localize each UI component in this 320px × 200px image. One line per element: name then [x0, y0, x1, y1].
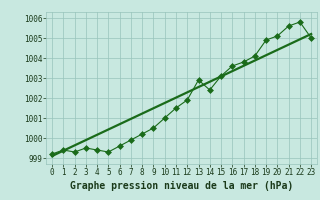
X-axis label: Graphe pression niveau de la mer (hPa): Graphe pression niveau de la mer (hPa)	[70, 181, 293, 191]
